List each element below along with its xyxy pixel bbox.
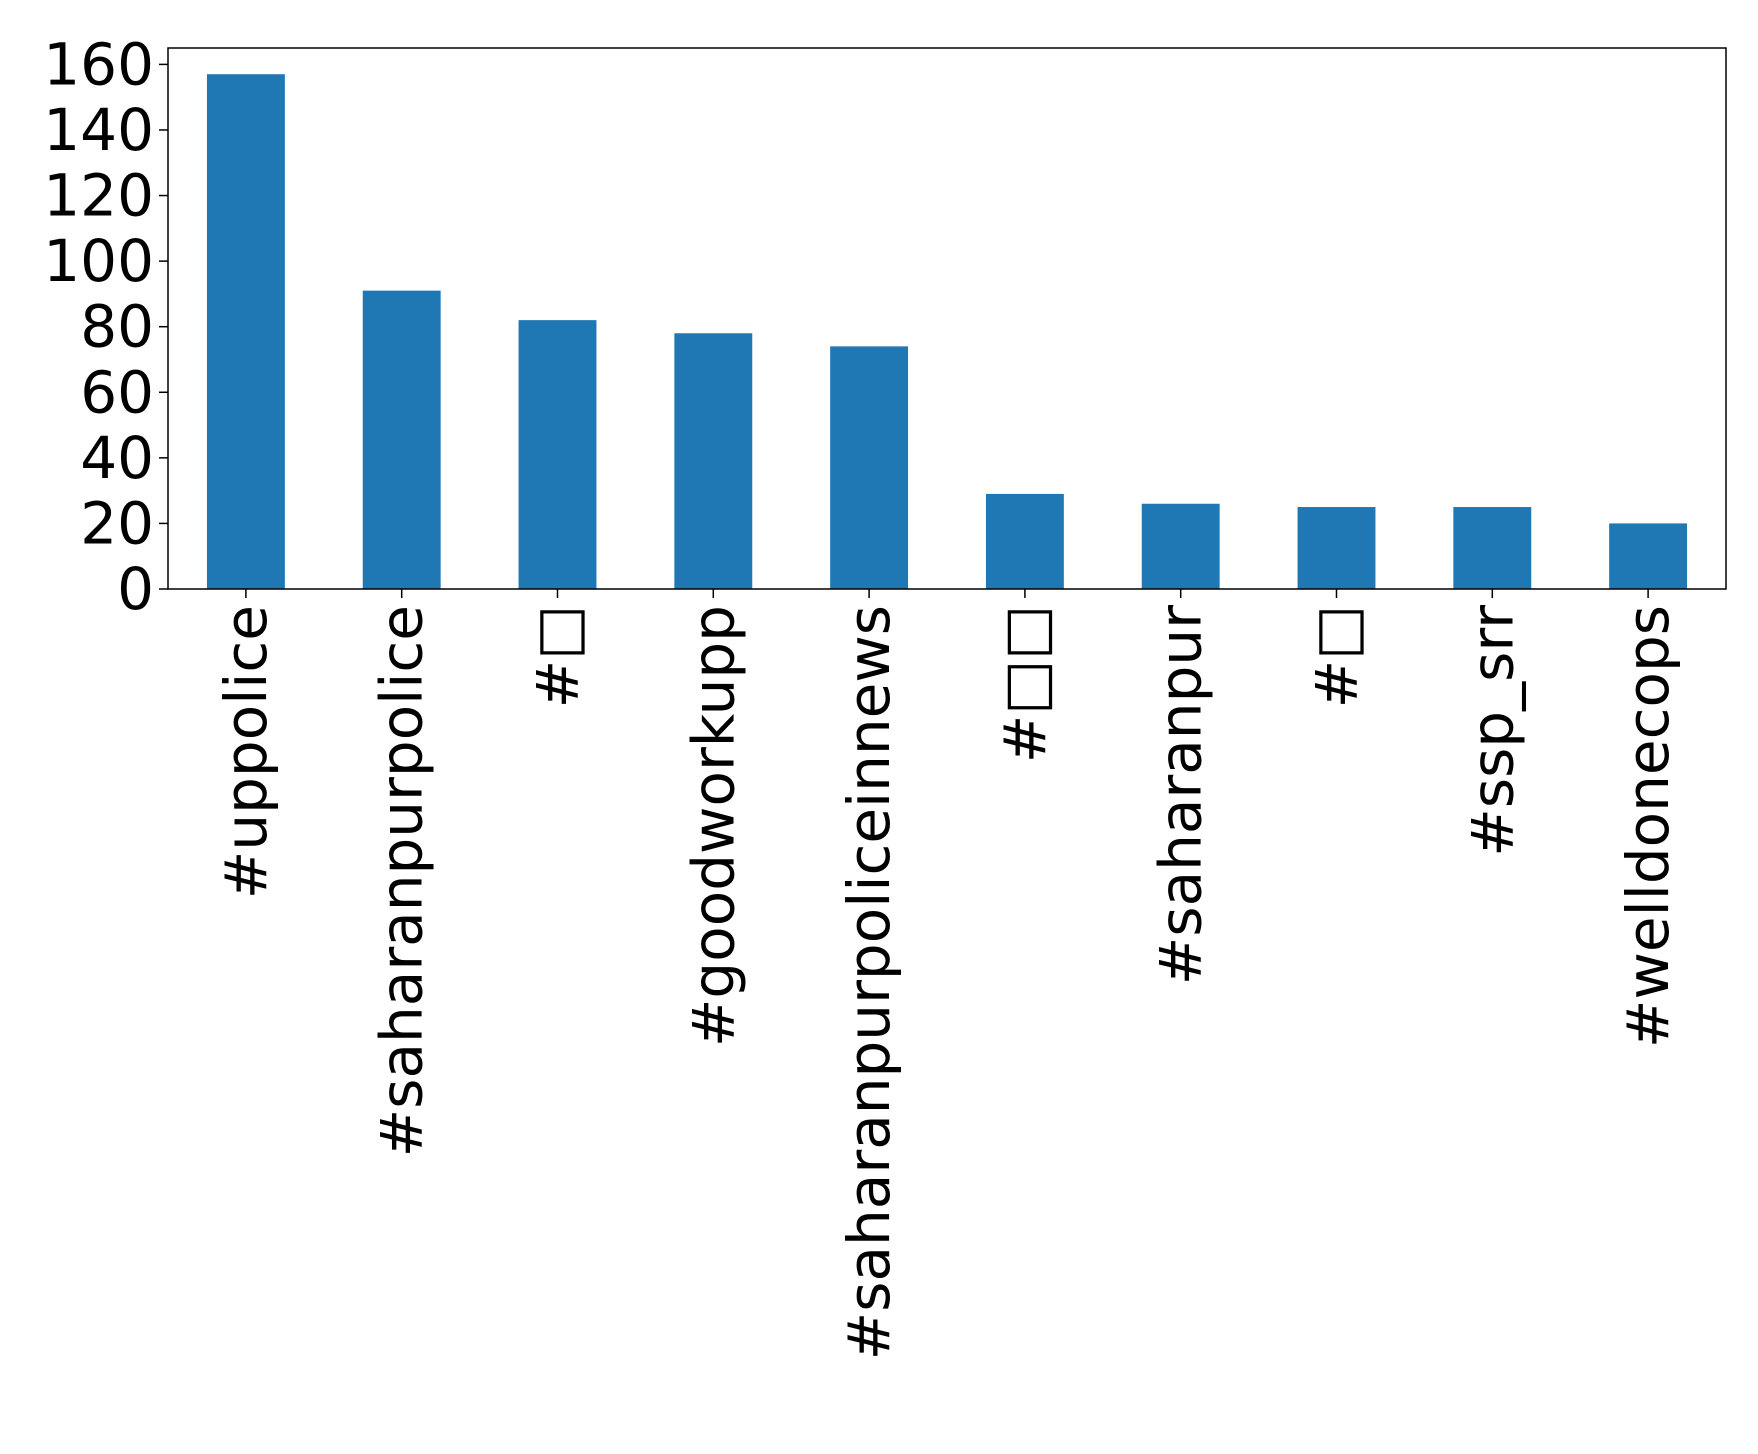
y-tick-label-0: 0 xyxy=(117,555,154,623)
x-tick-label-2: #□ xyxy=(524,605,592,708)
x-tick-label-9: #welldonecops xyxy=(1614,605,1682,1048)
x-tick-label-7: #□ xyxy=(1303,605,1371,708)
plot-frame xyxy=(167,47,1727,590)
x-axis: #uppolice #saharanpurpolice #□ #goodworkupp… xyxy=(212,589,1682,1360)
y-tick-label-6: 120 xyxy=(43,162,154,230)
y-tick-label-7: 140 xyxy=(43,96,154,164)
bar-8 xyxy=(1453,507,1532,589)
bar-1 xyxy=(362,290,441,589)
bar-5 xyxy=(985,493,1064,589)
x-tick-label-1: #saharanpurpolice xyxy=(368,605,436,1157)
x-tick-label-4: #saharanpurpoliceinnews xyxy=(835,605,903,1360)
x-tick-label-6: #saharanpur xyxy=(1147,605,1215,985)
bar-4 xyxy=(830,346,909,589)
x-tick-label-0: #uppolice xyxy=(212,605,280,899)
bar-9 xyxy=(1609,523,1688,589)
y-tick-label-1: 20 xyxy=(80,489,154,557)
x-tick-label-3: #goodworkupp xyxy=(679,605,747,1047)
bars-layer xyxy=(206,74,1688,590)
x-tick-label-5: #□□ xyxy=(991,605,1059,763)
y-tick-label-2: 40 xyxy=(80,424,154,492)
bar-6 xyxy=(1141,503,1220,589)
bar-0 xyxy=(206,74,285,590)
y-tick-label-4: 80 xyxy=(80,293,154,361)
bar-7 xyxy=(1297,507,1376,589)
bar-3 xyxy=(674,333,753,589)
bar-2 xyxy=(518,320,597,589)
y-tick-label-5: 100 xyxy=(43,227,154,295)
y-tick-label-8: 160 xyxy=(43,30,154,98)
x-tick-label-8: #ssp_srr xyxy=(1458,605,1526,857)
y-tick-label-3: 60 xyxy=(80,358,154,426)
